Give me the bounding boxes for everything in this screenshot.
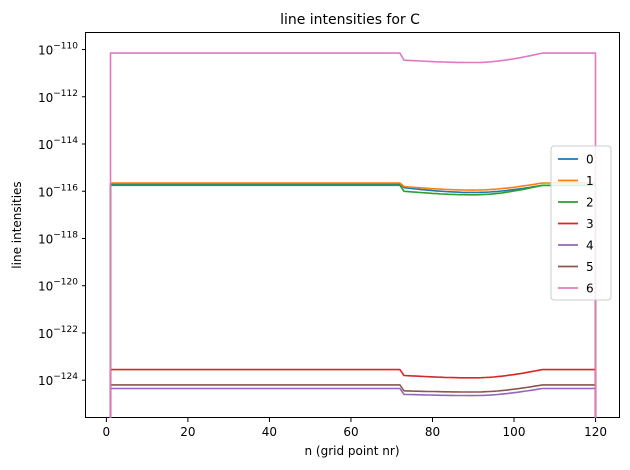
x-axis-label: n (grid point nr) — [304, 444, 399, 458]
series-line-3 — [109, 368, 597, 418]
x-tick-label: 40 — [262, 425, 277, 439]
plot-frame — [85, 32, 620, 418]
x-axis: 0 20 40 60 80 100 120 — [103, 418, 607, 439]
series-lines — [109, 52, 597, 418]
y-tick-label: 10−120 — [38, 278, 78, 294]
legend-label: 3 — [586, 217, 594, 231]
series-line-5 — [109, 384, 597, 418]
legend-label: 0 — [586, 153, 594, 167]
legend-label: 5 — [586, 260, 594, 274]
legend-label: 1 — [586, 174, 594, 188]
legend-label: 6 — [586, 282, 594, 296]
x-tick-label: 120 — [584, 425, 607, 439]
chart-title: line intensities for C — [280, 12, 420, 28]
y-tick-label: 10−122 — [38, 325, 78, 341]
legend-label: 2 — [586, 196, 594, 210]
series-line-2 — [109, 184, 597, 418]
series-line-6 — [109, 52, 597, 418]
y-axis-label: line intensities — [10, 181, 24, 268]
legend-label: 4 — [586, 239, 594, 253]
x-tick-label: 60 — [343, 425, 358, 439]
y-tick-label: 10−118 — [38, 230, 78, 246]
x-tick-label: 80 — [425, 425, 440, 439]
y-tick-label: 10−110 — [38, 42, 78, 58]
y-tick-label: 10−116 — [38, 183, 78, 199]
legend: 0 1 2 3 4 5 6 — [550, 145, 612, 301]
x-tick-label: 100 — [503, 425, 526, 439]
y-tick-label: 10−124 — [38, 372, 78, 388]
x-tick-label: 0 — [103, 425, 111, 439]
y-tick-label: 10−112 — [38, 89, 78, 105]
y-axis: 10−110 10−112 10−114 10−116 10−118 10−120 10−1… — [38, 42, 86, 388]
x-tick-label: 20 — [180, 425, 195, 439]
legend-box — [550, 145, 612, 301]
series-line-0 — [109, 183, 597, 418]
y-tick-label: 10−114 — [38, 136, 78, 152]
series-line-1 — [109, 182, 597, 418]
series-line-4 — [109, 387, 597, 418]
